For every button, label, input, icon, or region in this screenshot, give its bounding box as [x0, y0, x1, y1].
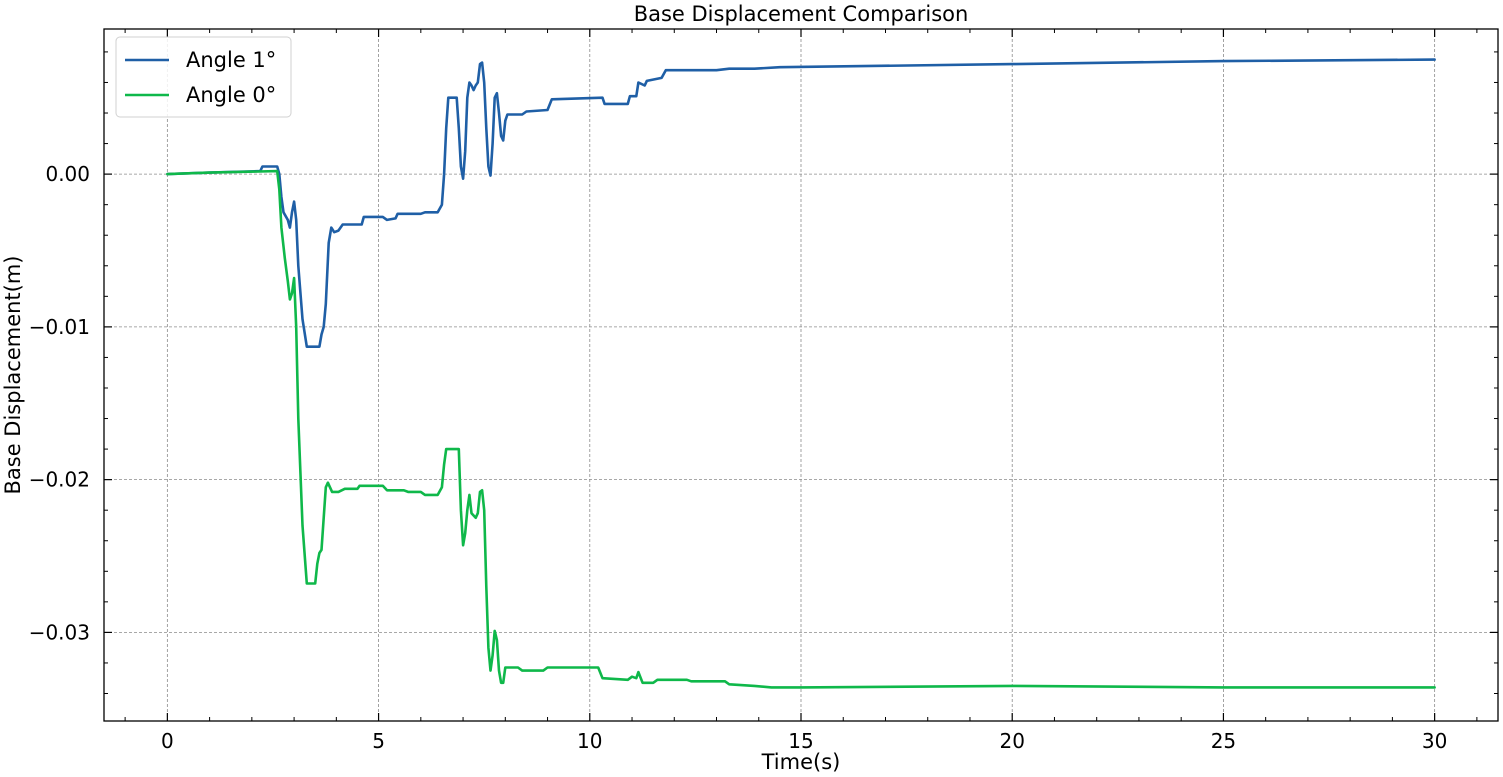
- series-lines: [166, 58, 1436, 689]
- y-axis-label: Base Displacement(m): [1, 255, 25, 494]
- y-tick-label: −0.01: [29, 315, 90, 339]
- x-tick-label: 5: [372, 729, 385, 753]
- series-line-angle-1: [166, 58, 1436, 348]
- grid: [104, 29, 1498, 721]
- x-tick-label: 20: [999, 729, 1024, 753]
- x-tick-label: 25: [1211, 729, 1236, 753]
- x-tick-label: 15: [788, 729, 813, 753]
- legend: Angle 1° Angle 0°: [115, 36, 292, 118]
- legend-label-angle-0: Angle 0°: [186, 83, 276, 107]
- x-tick-label: 30: [1422, 729, 1447, 753]
- x-tick-label: 10: [577, 729, 602, 753]
- y-tick-label: −0.02: [29, 468, 90, 492]
- chart-title: Base Displacement Comparison: [634, 2, 969, 26]
- series-line-angle-0: [166, 169, 1436, 689]
- y-tick-label: −0.03: [29, 620, 90, 644]
- x-axis-label: Time(s): [761, 750, 841, 774]
- axis-ticks: [104, 29, 1498, 721]
- legend-label-angle-1: Angle 1°: [186, 48, 276, 72]
- tick-labels: 0 5 10 15 20 25 30 0.00 −0.01 −0.02 −0.03: [29, 162, 1448, 753]
- x-tick-label: 0: [161, 729, 174, 753]
- y-tick-label: 0.00: [45, 162, 90, 186]
- legend-box: [115, 36, 292, 118]
